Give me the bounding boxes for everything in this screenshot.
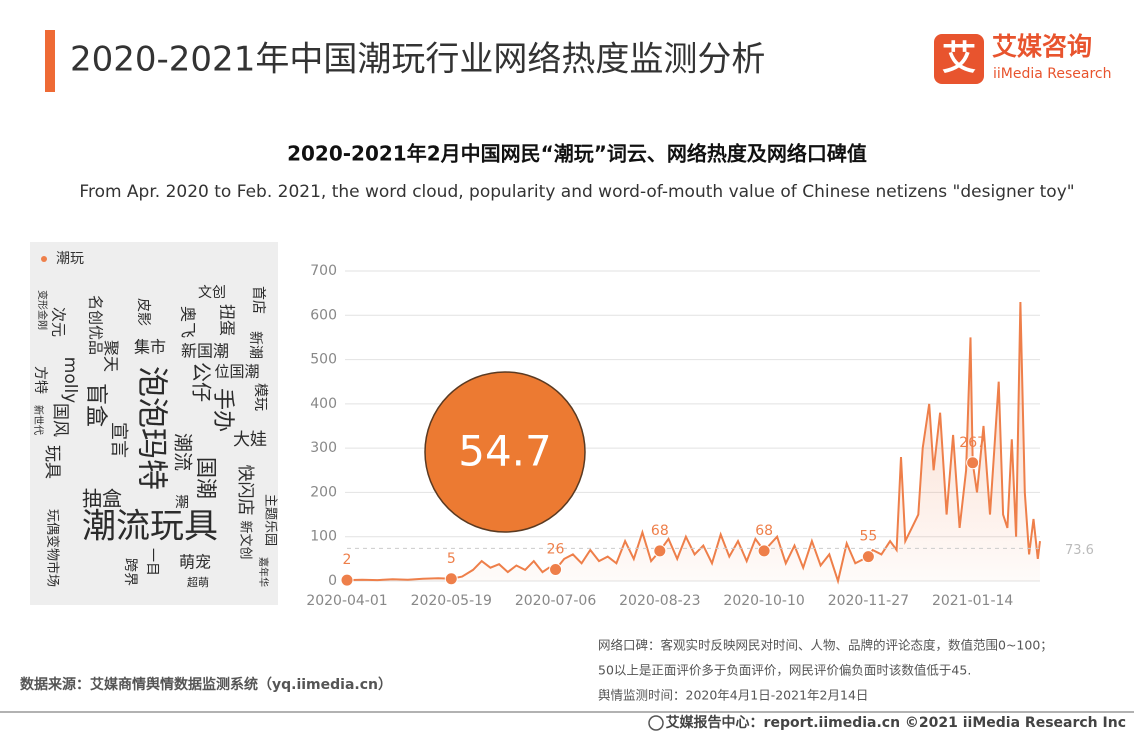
highlight-label: 55 [859, 529, 877, 545]
note: 网络口碑：客观实时反映网民对时间、人物、品牌的评论态度，数值范围0~100； [598, 638, 1053, 653]
cloud-word: 公仔 [190, 362, 214, 402]
cloud-word: 玩具 [42, 445, 62, 479]
cloud-word: 玩偶变物市场 [45, 509, 61, 587]
cloud-word: 次元 [50, 307, 68, 337]
note: 50以上是正面评价多于负面评价，网民评价偏负面时该数值低于45. [598, 663, 971, 678]
highlight-label: 267 [959, 435, 986, 451]
cloud-word: 名创优品 [87, 295, 105, 355]
chart-subtitle: From Apr. 2020 to Feb. 2021, the word cl… [79, 182, 1074, 202]
cloud-word: 快闪店 [235, 465, 255, 516]
x-tick-label: 2020-10-10 [723, 593, 804, 609]
average-label: 73.6 [1065, 543, 1094, 558]
x-tick-label: 2020-04-01 [306, 593, 387, 609]
highlight-point [340, 573, 354, 587]
y-tick-label: 600 [310, 307, 337, 323]
y-tick-label: 100 [310, 529, 337, 545]
highlight-label: 26 [547, 541, 565, 557]
cloud-word: 抽盒 [82, 487, 122, 511]
cloud-word: 扭蛋 [218, 304, 237, 336]
footer: 艾媒报告中心：report.iimedia.cn ©2021 iiMedia R… [666, 714, 1126, 731]
cloud-word: 萌宠 [179, 553, 211, 572]
highlight-point [966, 456, 980, 470]
line [346, 301, 1041, 585]
y-tick-label: 400 [310, 396, 337, 412]
cloud-word: 超萌 [187, 575, 209, 589]
y-tick-label: 700 [310, 263, 337, 279]
area [347, 302, 1040, 581]
cloud-word: 模玩 [252, 383, 268, 411]
y-tick-label: 0 [328, 573, 337, 589]
footer-icon [648, 715, 664, 731]
x-tick-label: 2020-07-06 [515, 593, 596, 609]
highlight-label: 5 [447, 551, 456, 567]
cloud-word: 新国潮 [181, 342, 229, 361]
cloud-word: 首店 [250, 286, 266, 314]
note: 舆情监测时间：2020年4月1日-2021年2月14日 [598, 688, 868, 703]
y-tick-label: 500 [310, 352, 337, 368]
cloud-word: 文创 [198, 285, 226, 301]
word-of-mouth-bubble [424, 371, 586, 533]
logo-en: iiMedia Research [993, 66, 1112, 82]
highlight-point [653, 544, 667, 558]
page-title: 2020-2021年中国潮玩行业网络热度监测分析 [70, 40, 765, 80]
highlight-label: 68 [755, 523, 773, 539]
x-tick-label: 2020-05-19 [411, 593, 492, 609]
cloud-word: 一目 [144, 548, 160, 576]
highlight-label: 2 [343, 552, 352, 568]
cloud-word: 嘉年华 [257, 557, 270, 587]
cloud-word: 宣言 [108, 422, 129, 458]
y-tick-label: 300 [310, 440, 337, 456]
word-cloud-panel [30, 242, 278, 605]
logo-icon: 艾 [942, 39, 976, 79]
cloud-word: 国潮 [194, 457, 218, 499]
highlight-point [757, 544, 771, 558]
word-of-mouth-value: 54.7 [458, 427, 552, 476]
source: 数据来源：艾媒商情舆情数据监测系统（yq.iimedia.cn） [20, 676, 392, 693]
cloud-word: 潮流 [172, 433, 194, 471]
cloud-word: 新潮 [247, 331, 263, 359]
cloud-word: 盲盒 [83, 383, 108, 427]
cloud-word: 国风 [50, 403, 70, 437]
highlight-point [861, 550, 875, 564]
plot: 0 100 200 300 400 500 600 700 2020-04-01 2020-05-… [306, 263, 1094, 609]
legend-dot [41, 256, 47, 262]
highlight-point [444, 572, 458, 586]
title-bar [45, 30, 55, 92]
cloud-word: 奥飞 [179, 306, 198, 338]
logo-icon-bg [934, 34, 984, 84]
cloud-word: 集市 [134, 338, 166, 357]
x-tick-label: 2020-11-27 [828, 593, 909, 609]
cloud-word: molly [60, 357, 80, 403]
cloud-word: 主题乐园 [263, 494, 278, 546]
cloud-word: 聚天 [102, 340, 121, 372]
cloud-word: 方特 [32, 366, 48, 394]
cloud-word: 跨界 [122, 558, 138, 586]
legend-label: 潮玩 [56, 251, 84, 267]
cloud-word: 变形金刚 [36, 290, 49, 330]
cloud-word: 泡泡玛特 [134, 366, 170, 490]
highlight-point [549, 562, 563, 576]
cloud-word: 潮 [175, 495, 189, 511]
highlight-label: 68 [651, 523, 669, 539]
chart-title: 2020-2021年2月中国网民“潮玩”词云、网络热度及网络口碑值 [287, 142, 867, 166]
cloud-word: 潮流玩具 [82, 507, 218, 547]
logo-cn: 艾媒咨询 [992, 32, 1092, 61]
cloud-word: 新世代 [32, 405, 45, 435]
y-tick-label: 200 [310, 484, 337, 500]
x-tick-label: 2021-01-14 [932, 593, 1013, 609]
cloud-word: 手办 [210, 388, 235, 432]
cloud-word: 位国潮 [214, 363, 259, 381]
x-tick-label: 2020-08-23 [619, 593, 700, 609]
cloud-word: 新文创 [238, 520, 254, 559]
cloud-word: 皮影 [135, 298, 151, 326]
cloud-word: 大娃 [233, 430, 267, 450]
